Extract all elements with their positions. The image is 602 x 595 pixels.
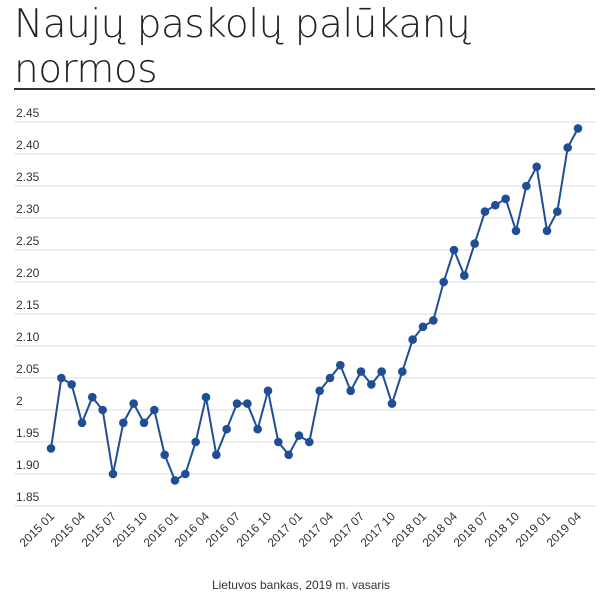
data-point <box>77 418 87 428</box>
data-points <box>46 124 583 485</box>
data-point <box>439 277 448 287</box>
y-tick-label: 2.05 <box>16 362 40 376</box>
data-point <box>501 194 510 204</box>
data-point <box>253 424 262 434</box>
gridlines <box>14 121 595 507</box>
data-point <box>491 200 500 210</box>
data-point <box>346 386 355 396</box>
data-point <box>263 386 273 396</box>
data-point <box>542 226 552 236</box>
data-point <box>243 399 252 408</box>
data-point <box>98 405 107 415</box>
data-point <box>181 469 190 479</box>
y-tick-label: 2 <box>16 394 23 408</box>
data-point <box>336 360 345 370</box>
data-point <box>470 239 479 248</box>
data-point <box>315 386 324 396</box>
data-point <box>408 335 417 344</box>
data-point <box>108 469 118 479</box>
y-tick-label: 2.30 <box>16 202 40 216</box>
data-point <box>212 450 221 460</box>
data-point <box>387 399 397 408</box>
x-tick-label: 2019 04 <box>544 509 585 550</box>
chart-title: Naujų paskolų palūkanų normos <box>14 2 471 92</box>
data-point <box>522 181 531 191</box>
data-point <box>294 431 304 440</box>
y-tick-label: 1.90 <box>16 458 40 472</box>
data-point <box>232 399 242 408</box>
data-point <box>563 143 572 152</box>
y-tick-label: 2.25 <box>16 234 40 248</box>
title-divider <box>14 88 595 90</box>
y-tick-label: 2.10 <box>16 330 40 344</box>
y-tick-label: 2.20 <box>16 266 40 280</box>
data-point <box>367 380 376 389</box>
source-note: Lietuvos bankas, 2019 m. vasaris <box>211 578 391 592</box>
data-point <box>284 450 293 460</box>
data-point <box>160 450 169 460</box>
data-point <box>305 437 314 447</box>
y-tick-label: 2.15 <box>16 298 40 312</box>
y-tick-label: 2.40 <box>16 138 40 152</box>
data-point <box>377 367 386 376</box>
data-point <box>573 124 583 133</box>
data-point <box>356 367 366 376</box>
data-point <box>532 162 541 172</box>
data-point <box>57 373 66 383</box>
data-point <box>460 271 469 280</box>
y-tick-label: 1.85 <box>16 490 40 504</box>
data-point <box>222 424 231 434</box>
y-tick-label: 1.95 <box>16 426 40 440</box>
series-line <box>50 127 579 482</box>
data-point <box>274 437 283 447</box>
data-point <box>129 399 138 408</box>
data-point <box>119 418 128 428</box>
data-point <box>418 322 428 332</box>
data-point <box>150 405 159 415</box>
data-point <box>139 418 149 428</box>
y-axis-ticks: 2.45 2.40 2.35 2.30 2.25 2.20 2.15 2.10 2.05 2 1.9… <box>16 106 40 504</box>
y-tick-label: 2.35 <box>16 170 40 184</box>
data-point <box>480 207 490 216</box>
data-point <box>46 444 56 453</box>
data-point <box>88 392 97 402</box>
data-point <box>191 437 200 447</box>
data-point <box>325 373 335 383</box>
y-tick-label: 2.45 <box>16 106 40 120</box>
data-point <box>449 245 459 255</box>
data-point <box>553 207 562 216</box>
data-point <box>67 380 76 389</box>
data-point <box>511 226 521 236</box>
data-point <box>398 367 407 376</box>
data-point <box>201 392 211 402</box>
data-point <box>170 476 180 485</box>
data-point <box>429 316 438 325</box>
